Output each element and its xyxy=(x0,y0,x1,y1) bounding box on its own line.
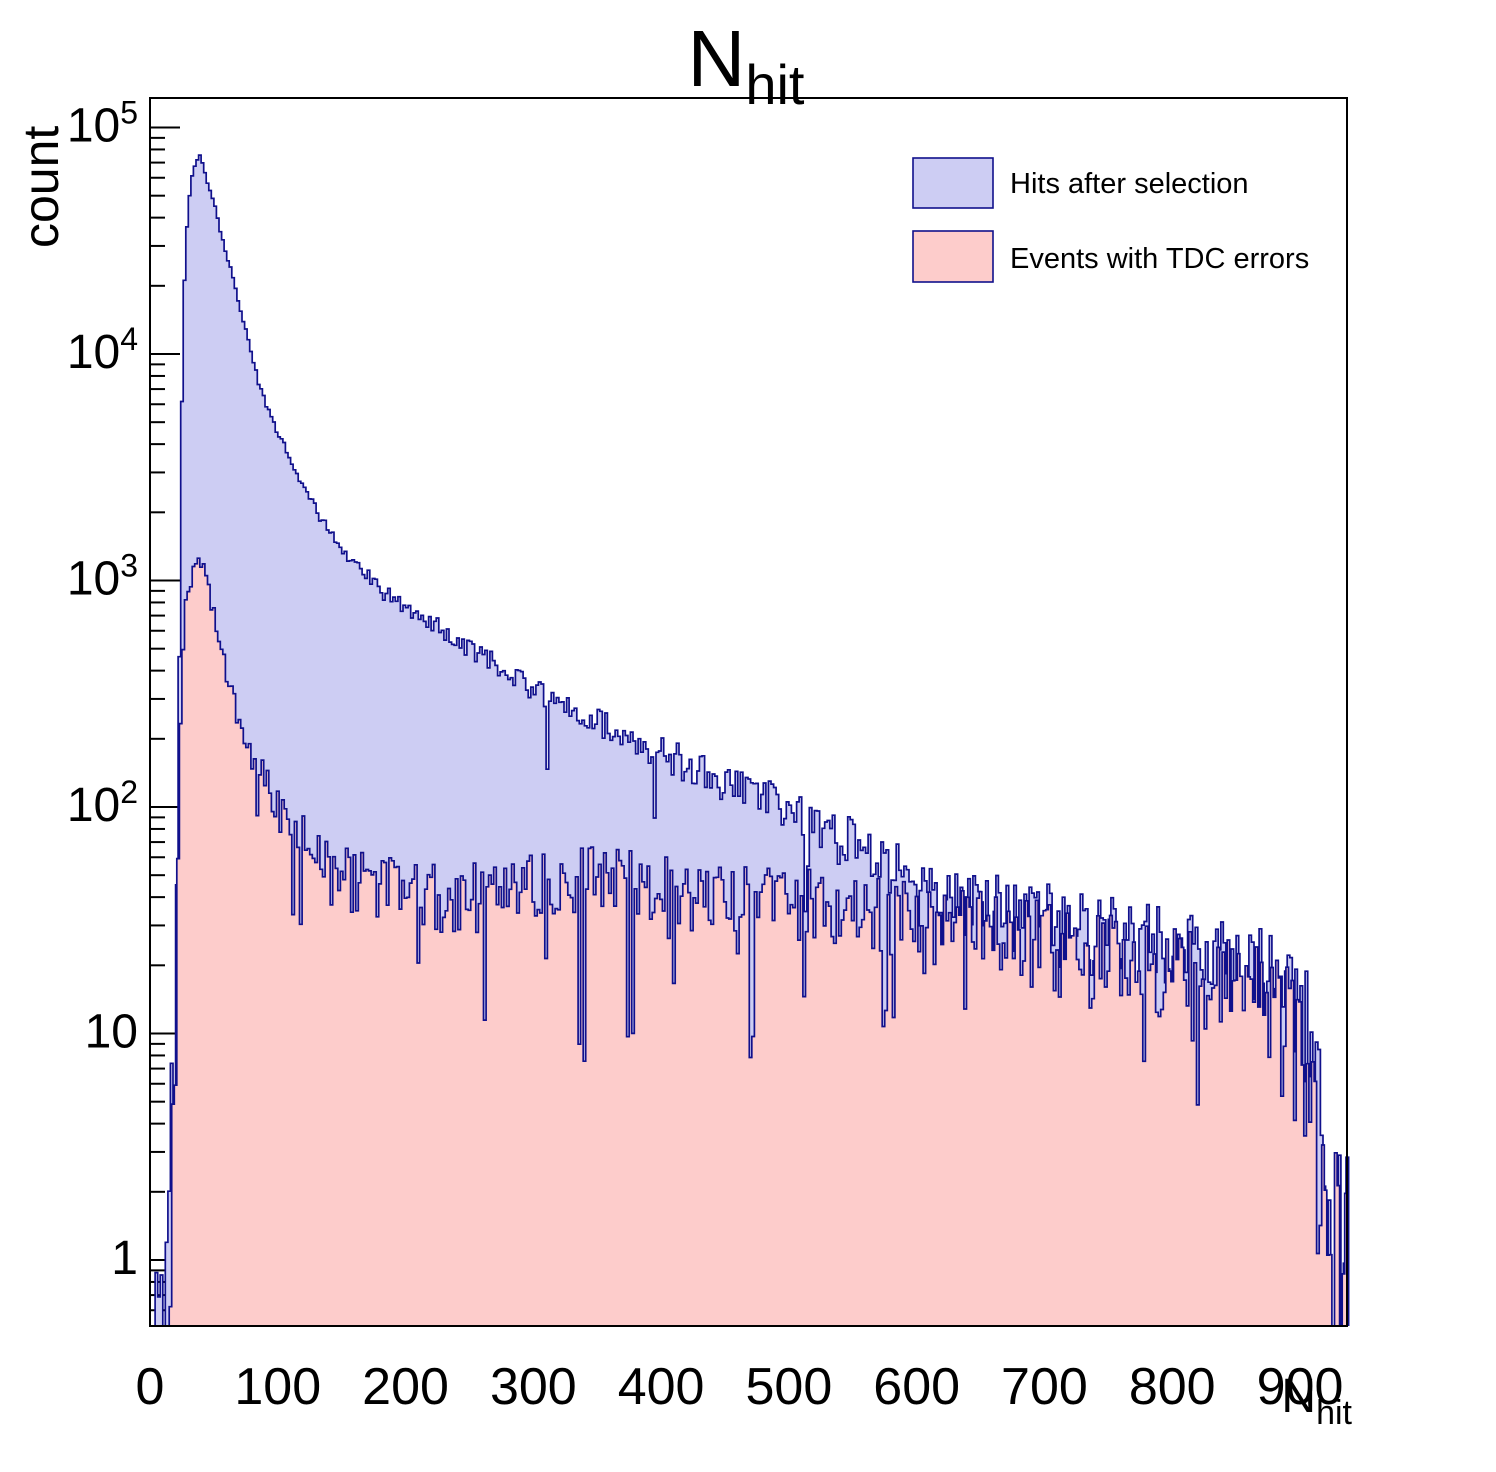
y-axis-tick-labels: 1 10 102 103 104 105 xyxy=(67,95,138,1286)
legend-swatch-tdc xyxy=(912,230,994,283)
chart-title: Nhit xyxy=(688,14,805,116)
y-tick-label: 104 xyxy=(67,321,138,379)
x-axis-title: Nhit xyxy=(1281,1370,1352,1432)
legend-label-hits: Hits after selection xyxy=(1010,168,1249,200)
series-events-tdc-errors xyxy=(168,557,1349,1327)
legend-label-tdc: Events with TDC errors xyxy=(1010,243,1309,275)
x-tick-label: 500 xyxy=(746,1358,833,1416)
x-tick-label: 0 xyxy=(136,1358,165,1416)
y-tick-label: 103 xyxy=(67,548,138,606)
x-tick-label: 300 xyxy=(490,1358,577,1416)
x-tick-label: 400 xyxy=(618,1358,705,1416)
legend-swatch-hits xyxy=(912,157,994,209)
x-tick-label: 200 xyxy=(362,1358,449,1416)
x-axis-tick-labels: 0 100 200 300 400 500 600 700 800 900 xyxy=(136,1358,1344,1416)
y-axis-title: count xyxy=(13,126,69,248)
x-tick-label: 800 xyxy=(1129,1358,1216,1416)
plot-frame xyxy=(149,97,1348,1327)
legend: Hits after selection Events with TDC err… xyxy=(912,157,1309,283)
x-tick-label: 100 xyxy=(234,1358,321,1416)
y-tick-label: 105 xyxy=(67,95,138,153)
x-tick-label: 900 xyxy=(1257,1358,1344,1416)
y-tick-label: 1 xyxy=(111,1232,138,1285)
x-tick-label: 600 xyxy=(873,1358,960,1416)
y-tick-label: 10 xyxy=(85,1006,138,1059)
x-tick-label: 700 xyxy=(1001,1358,1088,1416)
y-tick-label: 102 xyxy=(67,774,138,832)
